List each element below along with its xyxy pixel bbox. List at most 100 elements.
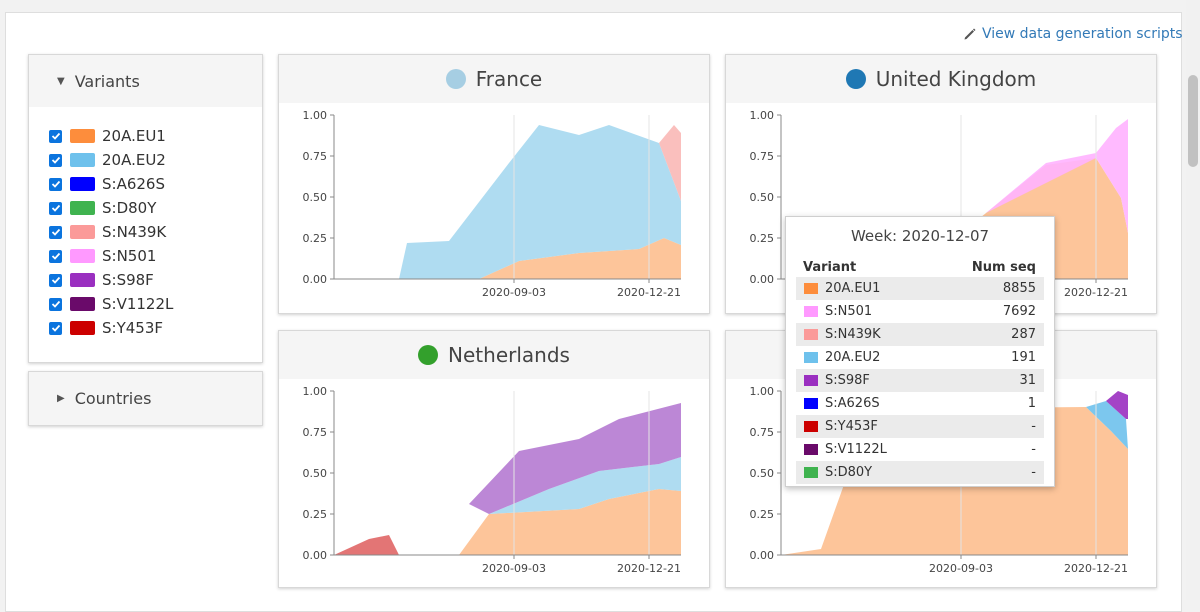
- variants-panel: ▼ Variants 20A.EU1 20A.EU2 S:A626S S:D80Y S:…: [28, 54, 263, 363]
- view-scripts-label[interactable]: View data generation scripts: [982, 26, 1183, 42]
- variants-panel-header[interactable]: ▼ Variants: [29, 55, 262, 107]
- countries-panel: ▶ Countries: [28, 371, 263, 426]
- tooltip-variant: S:N501: [825, 304, 873, 319]
- y-tick-label: 0.50: [303, 191, 328, 204]
- tooltip-week: Week: 2020-12-07: [850, 227, 990, 245]
- area-series: [469, 403, 681, 514]
- tooltip-num: 7692: [1002, 304, 1036, 319]
- view-scripts-link[interactable]: View data generation scripts: [963, 26, 1183, 42]
- checkbox[interactable]: [49, 153, 62, 167]
- tooltip-num: -: [1031, 465, 1036, 480]
- tooltip-row: S:N439K 287: [796, 323, 1044, 346]
- tooltip-variant: S:Y453F: [825, 419, 878, 434]
- tooltip-num: 31: [1019, 373, 1036, 388]
- tooltip-row: S:N501 7692: [796, 300, 1044, 323]
- y-tick-label: 0.25: [750, 232, 775, 245]
- countries-panel-header[interactable]: ▶ Countries: [29, 372, 262, 425]
- tooltip-row: 20A.EU2 191: [796, 346, 1044, 369]
- tooltip-num: 8855: [1002, 281, 1036, 296]
- variant-item[interactable]: S:S98F: [49, 268, 262, 292]
- chart-country-name: United Kingdom: [875, 67, 1037, 91]
- variant-label: S:D80Y: [102, 199, 157, 217]
- variant-item[interactable]: 20A.EU1: [49, 124, 262, 148]
- tooltip-row: S:D80Y -: [796, 461, 1044, 484]
- variant-item[interactable]: S:Y453F: [49, 316, 262, 340]
- variant-label: S:S98F: [102, 271, 154, 289]
- tooltip-variant: S:S98F: [825, 373, 870, 388]
- checkbox[interactable]: [49, 249, 62, 263]
- variant-label: S:N501: [102, 247, 157, 265]
- tooltip-num: 191: [1011, 350, 1036, 365]
- x-tick-label: 2020-12-21: [617, 562, 681, 575]
- area-chart[interactable]: 1.00 0.75 0.50 0.25 0.00 2020-09-03 2020-12-21: [279, 103, 711, 313]
- checkbox[interactable]: [49, 297, 62, 311]
- check-icon: [51, 204, 60, 212]
- variant-label: S:A626S: [102, 175, 165, 193]
- area-series: [399, 238, 681, 279]
- tooltip-variant: S:D80Y: [825, 465, 873, 480]
- tooltip-color-swatch: [804, 306, 818, 317]
- variant-item[interactable]: 20A.EU2: [49, 148, 262, 172]
- checkbox[interactable]: [49, 321, 62, 335]
- tooltip-num: -: [1031, 419, 1036, 434]
- checkbox[interactable]: [49, 225, 62, 239]
- chart-panel-france: France 1.00 0.75 0.50 0.25 0.00 2020-09-03 202…: [278, 54, 710, 314]
- variant-label: 20A.EU1: [102, 127, 166, 145]
- variant-item[interactable]: S:N439K: [49, 220, 262, 244]
- y-tick-label: 0.50: [303, 467, 328, 480]
- tooltip-color-swatch: [804, 421, 818, 432]
- caret-down-icon: ▼: [57, 75, 65, 87]
- check-icon: [51, 252, 60, 260]
- tooltip-color-swatch: [804, 352, 818, 363]
- check-icon: [51, 156, 60, 164]
- checkbox[interactable]: [49, 129, 62, 143]
- x-tick-label: 2020-09-03: [482, 562, 546, 575]
- check-icon: [51, 228, 60, 236]
- caret-right-icon: ▶: [57, 393, 65, 404]
- checkbox[interactable]: [49, 201, 62, 215]
- variant-item[interactable]: S:D80Y: [49, 196, 262, 220]
- variant-item[interactable]: S:N501: [49, 244, 262, 268]
- checkbox[interactable]: [49, 177, 62, 191]
- check-icon: [51, 276, 60, 284]
- scrollbar-thumb[interactable]: [1188, 75, 1198, 167]
- tooltip-num: 1: [1027, 396, 1036, 411]
- variant-label: 20A.EU2: [102, 151, 166, 169]
- page-scrollbar[interactable]: [1186, 0, 1200, 600]
- chart-country-name: France: [475, 67, 543, 91]
- area-series: [986, 119, 1128, 233]
- y-tick-label: 0.00: [303, 549, 328, 562]
- variant-color-swatch: [70, 225, 95, 239]
- y-tick-label: 1.00: [750, 109, 775, 122]
- tooltip-variant: 20A.EU2: [825, 350, 881, 365]
- tooltip-color-swatch: [804, 375, 818, 386]
- variant-label: S:Y453F: [102, 319, 163, 337]
- y-tick-label: 0.25: [750, 508, 775, 521]
- y-tick-label: 0.00: [750, 549, 775, 562]
- area-chart[interactable]: 1.00 0.75 0.50 0.25 0.00 2020-09-03 2020-12-21: [279, 379, 711, 589]
- variant-color-swatch: [70, 129, 95, 143]
- variant-color-swatch: [70, 201, 95, 215]
- check-icon: [51, 324, 60, 332]
- checkbox[interactable]: [49, 273, 62, 287]
- tooltip-variant: 20A.EU1: [825, 281, 881, 296]
- tooltip-header: Variant Num seq: [786, 253, 1054, 275]
- pencil-icon: [964, 28, 976, 40]
- variant-item[interactable]: S:V1122L: [49, 292, 262, 316]
- variant-color-swatch: [70, 273, 95, 287]
- check-icon: [51, 132, 60, 140]
- variant-color-swatch: [70, 321, 95, 335]
- tooltip-num: -: [1031, 442, 1036, 457]
- y-tick-label: 0.50: [750, 191, 775, 204]
- area-series: [489, 457, 681, 514]
- tooltip-color-swatch: [804, 398, 818, 409]
- variant-item[interactable]: S:A626S: [49, 172, 262, 196]
- chart-title: Netherlands: [279, 331, 709, 379]
- chart-title: United Kingdom: [726, 55, 1156, 103]
- country-dot-icon: [445, 69, 466, 89]
- y-tick-label: 0.75: [303, 150, 328, 163]
- variant-color-swatch: [70, 249, 95, 263]
- tooltip-color-swatch: [804, 467, 818, 478]
- tooltip-color-swatch: [804, 283, 818, 294]
- tooltip-row: 20A.EU1 8855: [796, 277, 1044, 300]
